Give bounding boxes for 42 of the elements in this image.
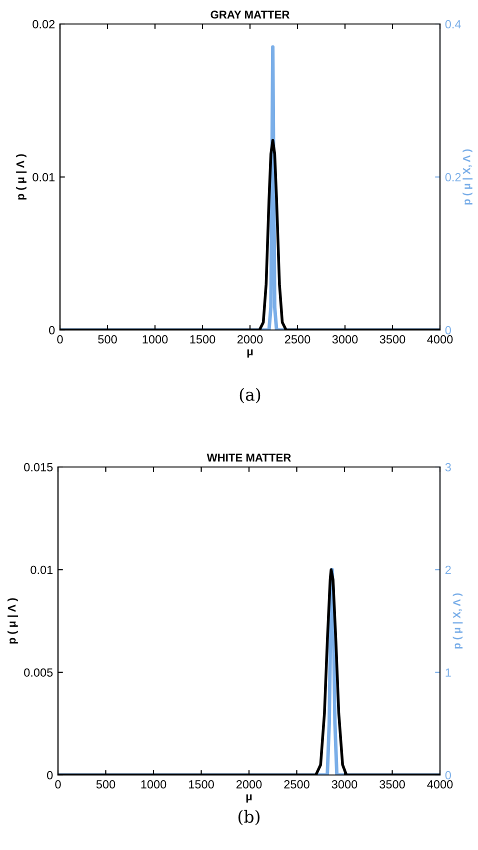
y-tick-label: 0.02 [32,20,55,28]
x-tick-label: 1500 [190,335,216,344]
x-tick-label: 3000 [332,780,358,789]
x-tick-label: 1000 [142,335,168,344]
y-tick-label: 0.01 [30,566,53,574]
y-tick-label: 0.015 [24,463,53,472]
y2-tick-label: 2 [445,566,451,574]
y-tick-label: 0 [49,326,55,334]
y-tick-label: 0 [47,771,53,780]
x-axis-title: μ [247,349,253,358]
x-tick-label: 3500 [380,335,406,344]
y2-tick-label: 0.2 [445,173,461,182]
x-tick-label: 1000 [141,780,166,789]
x-tick-label: 2000 [237,335,263,344]
y2-tick-label: 0 [445,771,451,780]
x-tick-label: 1500 [189,780,214,789]
y-axis-title: p ( μ | Λ ) [16,154,27,200]
y2-tick-label: 1 [446,668,451,677]
x-axis-title: μ [246,794,252,803]
y2-tick-label: 0 [445,326,451,334]
text: (a) [240,388,260,404]
y2-tick-label: 3 [445,463,451,472]
x-tick-label: 4000 [427,780,453,789]
x-tick-label: 0 [55,780,61,789]
x-tick-label: 4000 [427,335,453,344]
chart-title: WHITE MATTER [206,454,291,462]
y2-axis-title: p ( μ | X, Λ ) [452,593,463,648]
y-tick-label: 0.01 [32,173,55,182]
x-tick-label: 3000 [332,335,358,344]
x-tick-label: 500 [98,335,117,344]
y2-tick-label: 0.4 [445,20,461,28]
x-tick-label: 2500 [284,780,310,789]
y-axis-title: p ( μ | Λ ) [8,598,18,644]
x-tick-label: 500 [96,780,116,789]
chart-title: GRAY MATTER [210,10,290,19]
text: (b) [238,810,260,826]
x-tick-label: 2000 [236,780,262,789]
x-tick-label: 0 [57,335,63,344]
x-tick-label: 3500 [380,780,405,789]
x-tick-label: 2500 [284,335,310,344]
y2-axis-title: p ( μ | X, Λ ) [462,149,473,204]
y-tick-label: 0.005 [24,668,53,677]
